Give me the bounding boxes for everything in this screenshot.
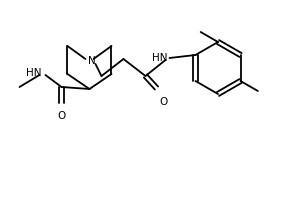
Text: HN: HN [152, 53, 168, 63]
Text: O: O [57, 111, 66, 121]
Text: O: O [160, 97, 168, 107]
Text: N: N [88, 56, 95, 66]
Text: HN: HN [26, 68, 41, 78]
